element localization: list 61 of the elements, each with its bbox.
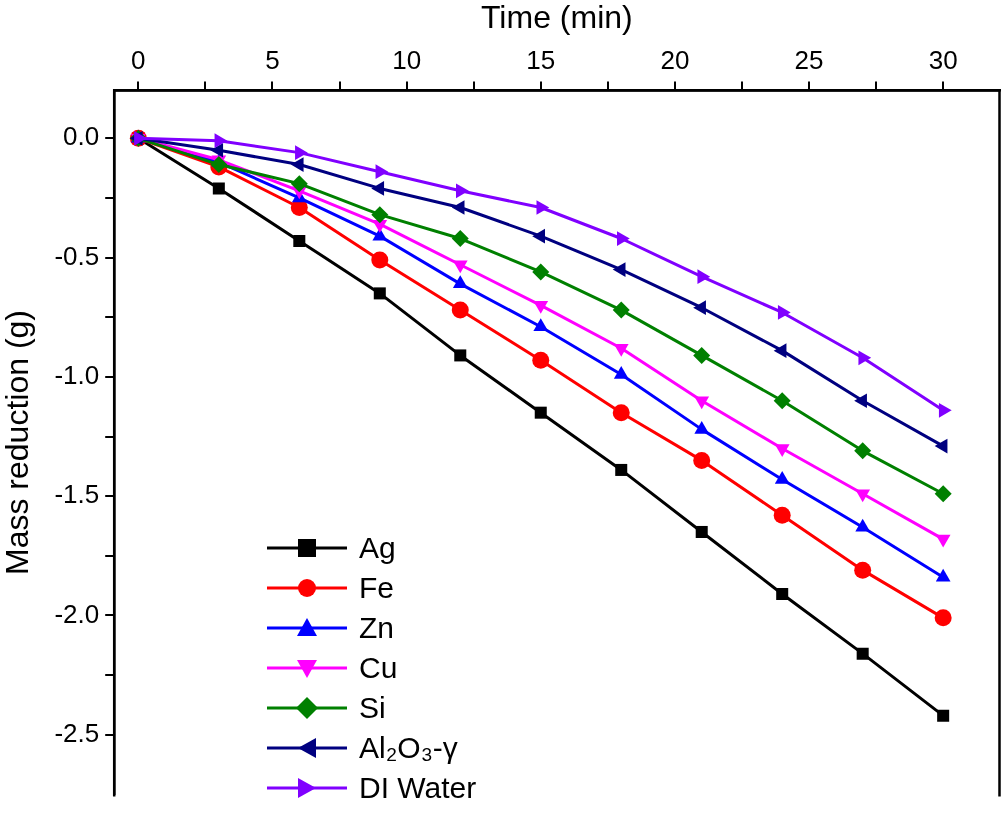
x-tick-label: 15 [526, 45, 556, 76]
legend-label: Zn [359, 611, 395, 645]
point [371, 206, 389, 224]
point [371, 181, 385, 196]
point [938, 402, 952, 418]
point [937, 709, 950, 722]
point [854, 561, 872, 579]
point [451, 301, 469, 319]
y-tick-label: -0.5 [54, 240, 100, 271]
y-tick-label: 0.0 [63, 121, 100, 152]
x-tick-label: 30 [928, 45, 958, 76]
point [695, 525, 708, 538]
point [934, 485, 952, 503]
point [613, 366, 629, 379]
point [612, 404, 630, 422]
x-tick-label: 10 [392, 45, 422, 76]
legend-label: Al₂O₃-γ [359, 731, 458, 765]
y-tick-label: -2.0 [54, 598, 100, 629]
point [858, 350, 872, 366]
legend-label: Si [359, 691, 386, 725]
point [693, 346, 711, 364]
x-tick-label: 0 [131, 45, 146, 76]
legend-label: Ag [359, 531, 396, 565]
point [451, 230, 469, 248]
point [452, 275, 468, 289]
point [776, 587, 789, 601]
point [293, 234, 306, 247]
y-axis-title: Mass reduction (g) [0, 310, 36, 575]
point [777, 305, 791, 320]
point [856, 647, 869, 660]
point [373, 287, 386, 300]
point [534, 406, 547, 419]
legend-label: Fe [359, 571, 395, 605]
point [616, 231, 630, 246]
point [454, 349, 467, 362]
point [290, 175, 308, 193]
point [210, 142, 224, 158]
y-tick-label: -1.5 [54, 479, 100, 510]
point [532, 263, 550, 281]
point [693, 451, 711, 469]
x-tick-label: 25 [794, 45, 824, 76]
legend-label: Cu [359, 651, 398, 685]
point [533, 318, 549, 332]
point [290, 157, 304, 172]
point [773, 506, 791, 524]
x-tick-label: 5 [265, 45, 280, 76]
point [532, 351, 550, 369]
point [935, 534, 951, 548]
point [854, 442, 872, 460]
point [532, 228, 546, 244]
y-tick-label: -1.0 [54, 360, 100, 391]
x-tick-label: 20 [660, 45, 690, 76]
point [612, 301, 630, 319]
point [773, 392, 791, 410]
point [934, 609, 952, 627]
legend-label: DI Water [359, 771, 477, 805]
point [371, 251, 389, 269]
x-axis-title: Time (min) [481, 0, 633, 36]
point [212, 182, 225, 195]
point [615, 463, 628, 476]
y-tick-label: -2.5 [54, 717, 100, 748]
